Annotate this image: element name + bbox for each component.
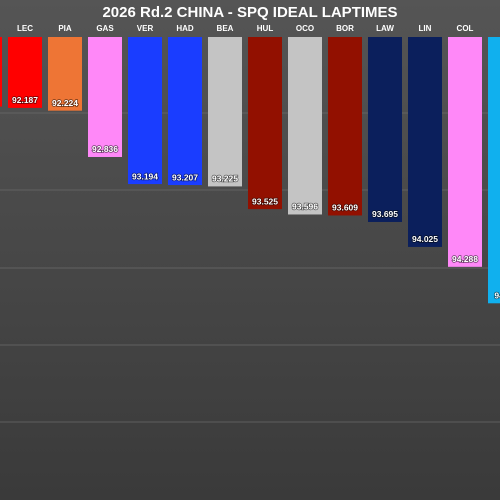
x-tick-label: VER bbox=[137, 24, 154, 33]
value-label: 94.77 bbox=[494, 291, 500, 301]
value-label: 94.025 bbox=[412, 234, 438, 244]
value-label: 93.207 bbox=[172, 172, 198, 182]
bar bbox=[328, 37, 362, 216]
x-tick-label: LIN bbox=[419, 24, 432, 33]
x-tick-label: BOR bbox=[336, 24, 354, 33]
bar bbox=[208, 37, 242, 187]
bar bbox=[48, 37, 82, 111]
bar bbox=[408, 37, 442, 247]
x-tick-label: COL bbox=[457, 24, 474, 33]
bar bbox=[248, 37, 282, 210]
value-label: 93.225 bbox=[212, 174, 238, 184]
x-tick-label: GAS bbox=[96, 24, 114, 33]
x-tick-label: BEA bbox=[217, 24, 234, 33]
bar bbox=[128, 37, 162, 185]
value-label: 94.288 bbox=[452, 254, 478, 264]
value-label: 92.187 bbox=[12, 95, 38, 105]
bar bbox=[8, 37, 42, 108]
bar bbox=[448, 37, 482, 267]
chart-title: 2026 Rd.2 CHINA - SPQ IDEAL LAPTIMES bbox=[102, 4, 397, 21]
bar bbox=[368, 37, 402, 222]
bar bbox=[168, 37, 202, 186]
bar bbox=[488, 37, 500, 304]
value-label: 93.194 bbox=[132, 171, 158, 181]
x-tick-label: OCO bbox=[296, 24, 314, 33]
value-label: 93.525 bbox=[252, 196, 278, 206]
x-tick-label: HAD bbox=[176, 24, 194, 33]
value-label: 93.609 bbox=[332, 203, 358, 213]
x-tick-label: PIA bbox=[58, 24, 72, 33]
value-label: 93.695 bbox=[372, 209, 398, 219]
value-label: 93.596 bbox=[292, 202, 318, 212]
value-label: 92.224 bbox=[52, 98, 78, 108]
bar bbox=[288, 37, 322, 215]
bar bbox=[0, 37, 2, 107]
x-tick-label: HUL bbox=[257, 24, 274, 33]
x-tick-label: LEC bbox=[17, 24, 33, 33]
bar bbox=[88, 37, 122, 157]
value-label: 92.836 bbox=[92, 144, 118, 154]
x-tick-label: LAW bbox=[376, 24, 394, 33]
